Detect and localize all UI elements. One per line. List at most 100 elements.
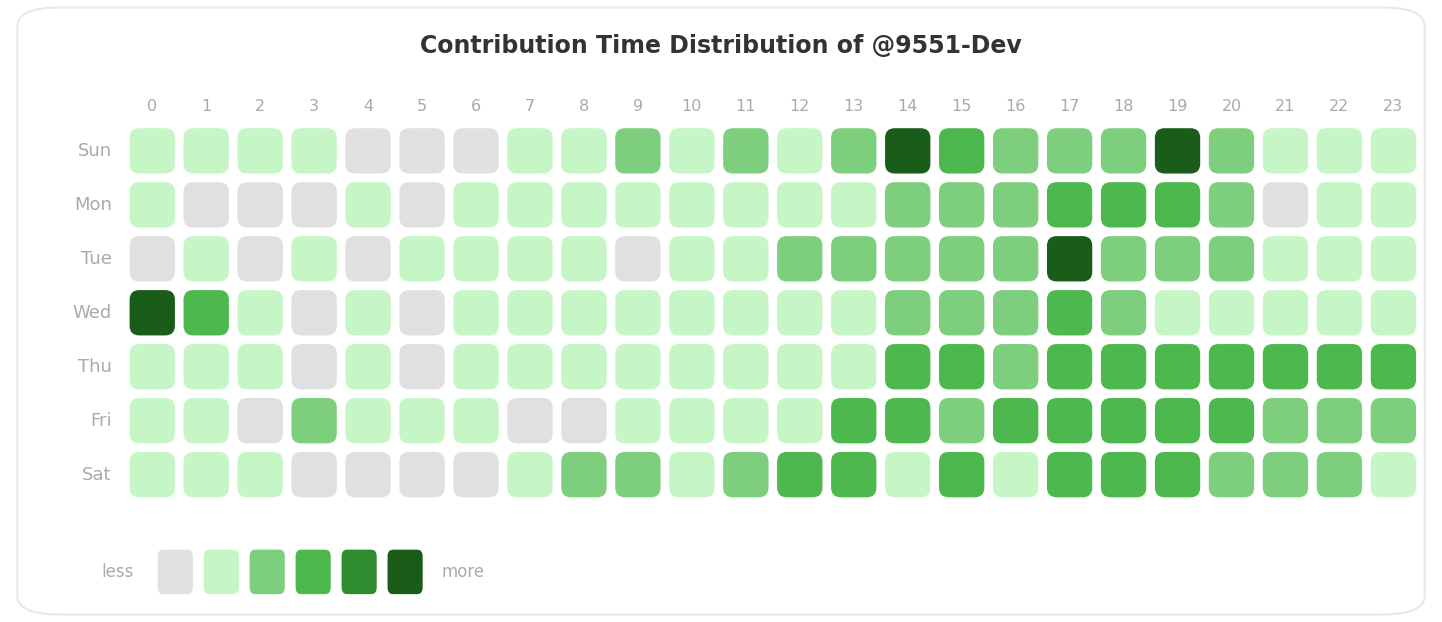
FancyBboxPatch shape bbox=[183, 128, 229, 174]
FancyBboxPatch shape bbox=[669, 452, 715, 498]
FancyBboxPatch shape bbox=[238, 398, 283, 443]
FancyBboxPatch shape bbox=[561, 128, 607, 174]
FancyBboxPatch shape bbox=[296, 550, 330, 594]
Text: 23: 23 bbox=[1383, 99, 1403, 114]
FancyBboxPatch shape bbox=[291, 290, 337, 335]
Text: 14: 14 bbox=[897, 99, 919, 114]
Text: Tue: Tue bbox=[81, 250, 112, 268]
Text: 12: 12 bbox=[790, 99, 810, 114]
FancyBboxPatch shape bbox=[453, 290, 499, 335]
FancyBboxPatch shape bbox=[994, 398, 1038, 443]
FancyBboxPatch shape bbox=[1371, 452, 1416, 498]
FancyBboxPatch shape bbox=[508, 398, 552, 443]
FancyBboxPatch shape bbox=[1208, 290, 1255, 335]
FancyBboxPatch shape bbox=[346, 452, 391, 498]
FancyBboxPatch shape bbox=[669, 398, 715, 443]
FancyBboxPatch shape bbox=[616, 182, 660, 228]
FancyBboxPatch shape bbox=[453, 182, 499, 228]
FancyBboxPatch shape bbox=[291, 452, 337, 498]
FancyBboxPatch shape bbox=[1047, 236, 1092, 282]
FancyBboxPatch shape bbox=[561, 236, 607, 282]
FancyBboxPatch shape bbox=[130, 290, 174, 335]
FancyBboxPatch shape bbox=[346, 128, 391, 174]
FancyBboxPatch shape bbox=[561, 344, 607, 389]
Text: 5: 5 bbox=[417, 99, 427, 114]
FancyBboxPatch shape bbox=[1155, 290, 1200, 335]
FancyBboxPatch shape bbox=[831, 182, 877, 228]
FancyBboxPatch shape bbox=[130, 344, 174, 389]
FancyBboxPatch shape bbox=[777, 344, 822, 389]
Text: 18: 18 bbox=[1113, 99, 1133, 114]
FancyBboxPatch shape bbox=[616, 236, 660, 282]
Text: 3: 3 bbox=[309, 99, 319, 114]
FancyBboxPatch shape bbox=[1263, 290, 1308, 335]
FancyBboxPatch shape bbox=[994, 344, 1038, 389]
FancyBboxPatch shape bbox=[238, 290, 283, 335]
FancyBboxPatch shape bbox=[724, 290, 769, 335]
FancyBboxPatch shape bbox=[1047, 290, 1092, 335]
FancyBboxPatch shape bbox=[831, 128, 877, 174]
FancyBboxPatch shape bbox=[1100, 182, 1146, 228]
Text: 10: 10 bbox=[682, 99, 702, 114]
FancyBboxPatch shape bbox=[1208, 182, 1255, 228]
FancyBboxPatch shape bbox=[130, 452, 174, 498]
FancyBboxPatch shape bbox=[346, 182, 391, 228]
FancyBboxPatch shape bbox=[724, 452, 769, 498]
FancyBboxPatch shape bbox=[885, 290, 930, 335]
FancyBboxPatch shape bbox=[994, 182, 1038, 228]
FancyBboxPatch shape bbox=[1371, 398, 1416, 443]
Text: 15: 15 bbox=[952, 99, 972, 114]
FancyBboxPatch shape bbox=[939, 236, 985, 282]
FancyBboxPatch shape bbox=[885, 452, 930, 498]
Text: 9: 9 bbox=[633, 99, 643, 114]
FancyBboxPatch shape bbox=[453, 398, 499, 443]
FancyBboxPatch shape bbox=[1371, 344, 1416, 389]
FancyBboxPatch shape bbox=[183, 182, 229, 228]
FancyBboxPatch shape bbox=[1208, 236, 1255, 282]
FancyBboxPatch shape bbox=[1100, 452, 1146, 498]
FancyBboxPatch shape bbox=[508, 236, 552, 282]
Text: 13: 13 bbox=[844, 99, 864, 114]
FancyBboxPatch shape bbox=[1047, 398, 1092, 443]
FancyBboxPatch shape bbox=[724, 182, 769, 228]
FancyBboxPatch shape bbox=[724, 344, 769, 389]
FancyBboxPatch shape bbox=[777, 398, 822, 443]
FancyBboxPatch shape bbox=[453, 128, 499, 174]
FancyBboxPatch shape bbox=[1047, 344, 1092, 389]
FancyBboxPatch shape bbox=[724, 128, 769, 174]
FancyBboxPatch shape bbox=[1100, 128, 1146, 174]
FancyBboxPatch shape bbox=[885, 344, 930, 389]
FancyBboxPatch shape bbox=[939, 344, 985, 389]
FancyBboxPatch shape bbox=[777, 452, 822, 498]
FancyBboxPatch shape bbox=[130, 236, 174, 282]
FancyBboxPatch shape bbox=[616, 290, 660, 335]
FancyBboxPatch shape bbox=[1371, 128, 1416, 174]
FancyBboxPatch shape bbox=[183, 452, 229, 498]
FancyBboxPatch shape bbox=[669, 236, 715, 282]
FancyBboxPatch shape bbox=[291, 398, 337, 443]
FancyBboxPatch shape bbox=[1047, 182, 1092, 228]
FancyBboxPatch shape bbox=[183, 398, 229, 443]
FancyBboxPatch shape bbox=[453, 344, 499, 389]
FancyBboxPatch shape bbox=[777, 128, 822, 174]
Text: Wed: Wed bbox=[72, 304, 112, 322]
FancyBboxPatch shape bbox=[777, 182, 822, 228]
FancyBboxPatch shape bbox=[1208, 398, 1255, 443]
FancyBboxPatch shape bbox=[130, 182, 174, 228]
Text: Sun: Sun bbox=[78, 142, 112, 160]
FancyBboxPatch shape bbox=[831, 290, 877, 335]
FancyBboxPatch shape bbox=[1263, 398, 1308, 443]
FancyBboxPatch shape bbox=[238, 182, 283, 228]
FancyBboxPatch shape bbox=[1155, 344, 1200, 389]
FancyBboxPatch shape bbox=[1100, 344, 1146, 389]
Text: 6: 6 bbox=[472, 99, 482, 114]
FancyBboxPatch shape bbox=[399, 236, 444, 282]
FancyBboxPatch shape bbox=[291, 236, 337, 282]
Text: Sat: Sat bbox=[82, 466, 112, 484]
FancyBboxPatch shape bbox=[346, 236, 391, 282]
FancyBboxPatch shape bbox=[183, 236, 229, 282]
FancyBboxPatch shape bbox=[1371, 182, 1416, 228]
Text: Thu: Thu bbox=[78, 358, 112, 376]
FancyBboxPatch shape bbox=[399, 182, 444, 228]
FancyBboxPatch shape bbox=[388, 550, 423, 594]
